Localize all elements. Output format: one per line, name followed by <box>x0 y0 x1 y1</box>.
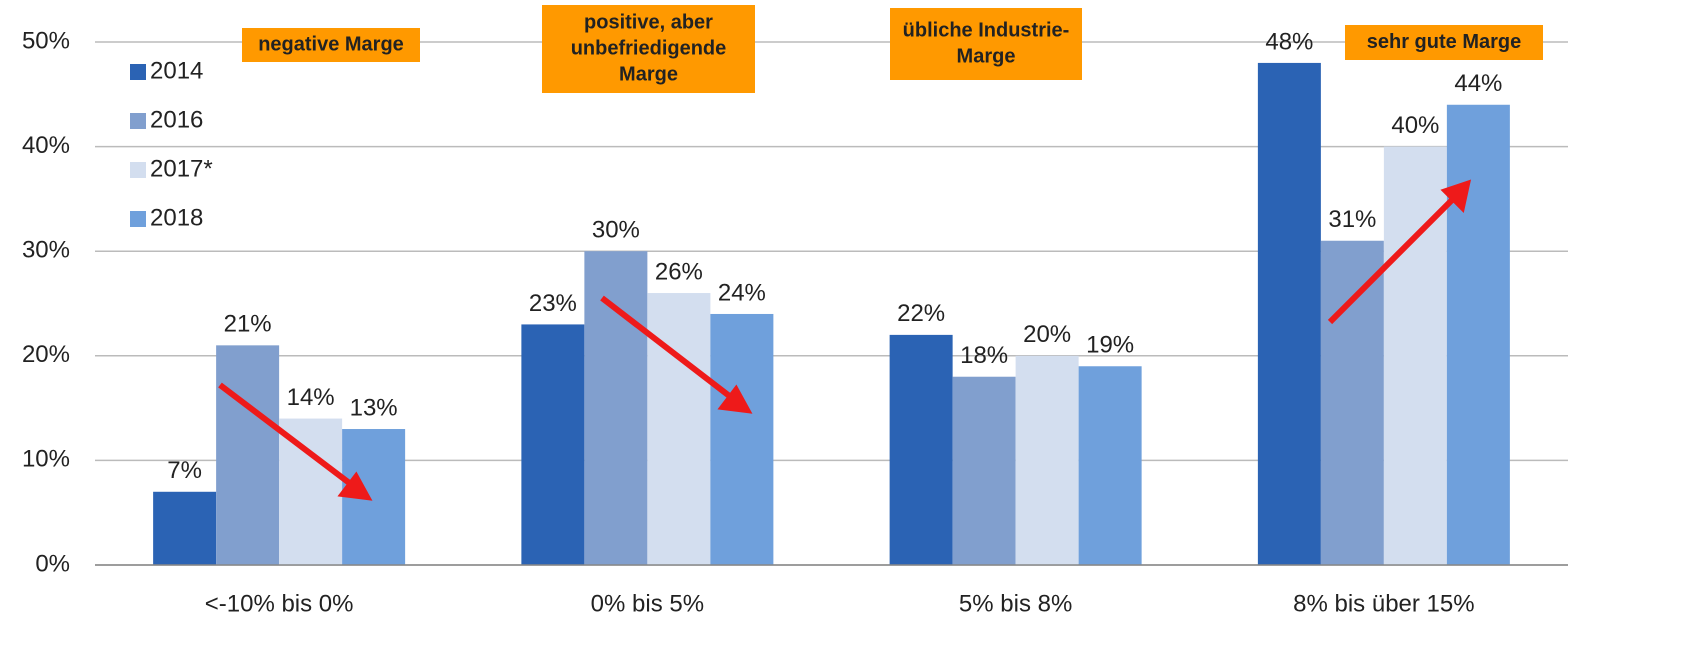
value-label: 40% <box>1391 112 1439 139</box>
annotation-text: übliche Industrie- <box>903 19 1070 41</box>
annotation-box <box>242 28 420 62</box>
legend-label: 2018 <box>150 204 203 231</box>
value-label: 23% <box>529 290 577 317</box>
bar <box>710 313 774 565</box>
value-label: 7% <box>167 457 202 484</box>
legend-label: 2016 <box>150 106 203 133</box>
legend-swatch <box>130 162 146 178</box>
bar <box>279 418 343 565</box>
bar <box>1446 104 1510 565</box>
legend-label: 2017* <box>150 155 213 182</box>
legend-swatch <box>130 211 146 227</box>
bar <box>1320 240 1384 566</box>
bar <box>1383 146 1447 565</box>
value-label: 20% <box>1023 321 1071 348</box>
value-label: 24% <box>718 279 766 306</box>
value-label: 44% <box>1454 70 1502 97</box>
annotation-box <box>890 8 1082 80</box>
y-tick-label: 30% <box>22 237 70 264</box>
legend-swatch <box>130 113 146 129</box>
annotation-text: unbefriedigende <box>571 37 727 59</box>
legend-swatch <box>130 64 146 80</box>
value-label: 26% <box>655 258 703 285</box>
x-tick-label: <-10% bis 0% <box>205 590 354 617</box>
annotation-box <box>1345 25 1543 60</box>
bar <box>216 345 280 565</box>
bar <box>647 293 711 565</box>
annotation-text: Marge <box>619 63 678 85</box>
y-tick-label: 0% <box>35 550 70 577</box>
annotation-text: sehr gute Marge <box>1367 31 1521 53</box>
bar <box>153 491 217 565</box>
value-label: 14% <box>287 384 335 411</box>
bar <box>952 376 1016 565</box>
annotation-box <box>542 5 755 93</box>
arrow-head <box>1440 179 1472 214</box>
arrow <box>218 382 354 488</box>
value-label: 48% <box>1265 28 1313 55</box>
arrow-head <box>717 384 753 414</box>
arrow <box>1327 194 1458 325</box>
bar <box>1015 355 1079 565</box>
y-tick-label: 40% <box>22 132 70 159</box>
value-label: 13% <box>350 394 398 421</box>
bar <box>584 251 648 565</box>
x-tick-label: 8% bis über 15% <box>1293 590 1474 617</box>
y-tick-label: 10% <box>22 446 70 473</box>
annotation-text: positive, aber <box>584 11 713 33</box>
annotation-text: Marge <box>957 45 1016 67</box>
bar <box>1257 62 1321 566</box>
value-label: 18% <box>960 342 1008 369</box>
bar <box>521 324 585 565</box>
bar <box>889 334 953 565</box>
value-label: 22% <box>897 300 945 327</box>
y-tick-label: 50% <box>22 27 70 54</box>
value-label: 21% <box>224 311 272 338</box>
arrows <box>218 179 1472 501</box>
x-tick-label: 0% bis 5% <box>591 590 704 617</box>
value-label: 31% <box>1328 206 1376 233</box>
legend-label: 2014 <box>150 57 203 84</box>
arrow-head <box>337 471 373 501</box>
y-tick-label: 20% <box>22 341 70 368</box>
annotation-text: negative Marge <box>258 33 404 55</box>
arrow <box>600 295 734 401</box>
value-label: 19% <box>1086 332 1134 359</box>
x-tick-label: 5% bis 8% <box>959 590 1072 617</box>
value-label: 30% <box>592 217 640 244</box>
bar <box>1078 366 1142 565</box>
